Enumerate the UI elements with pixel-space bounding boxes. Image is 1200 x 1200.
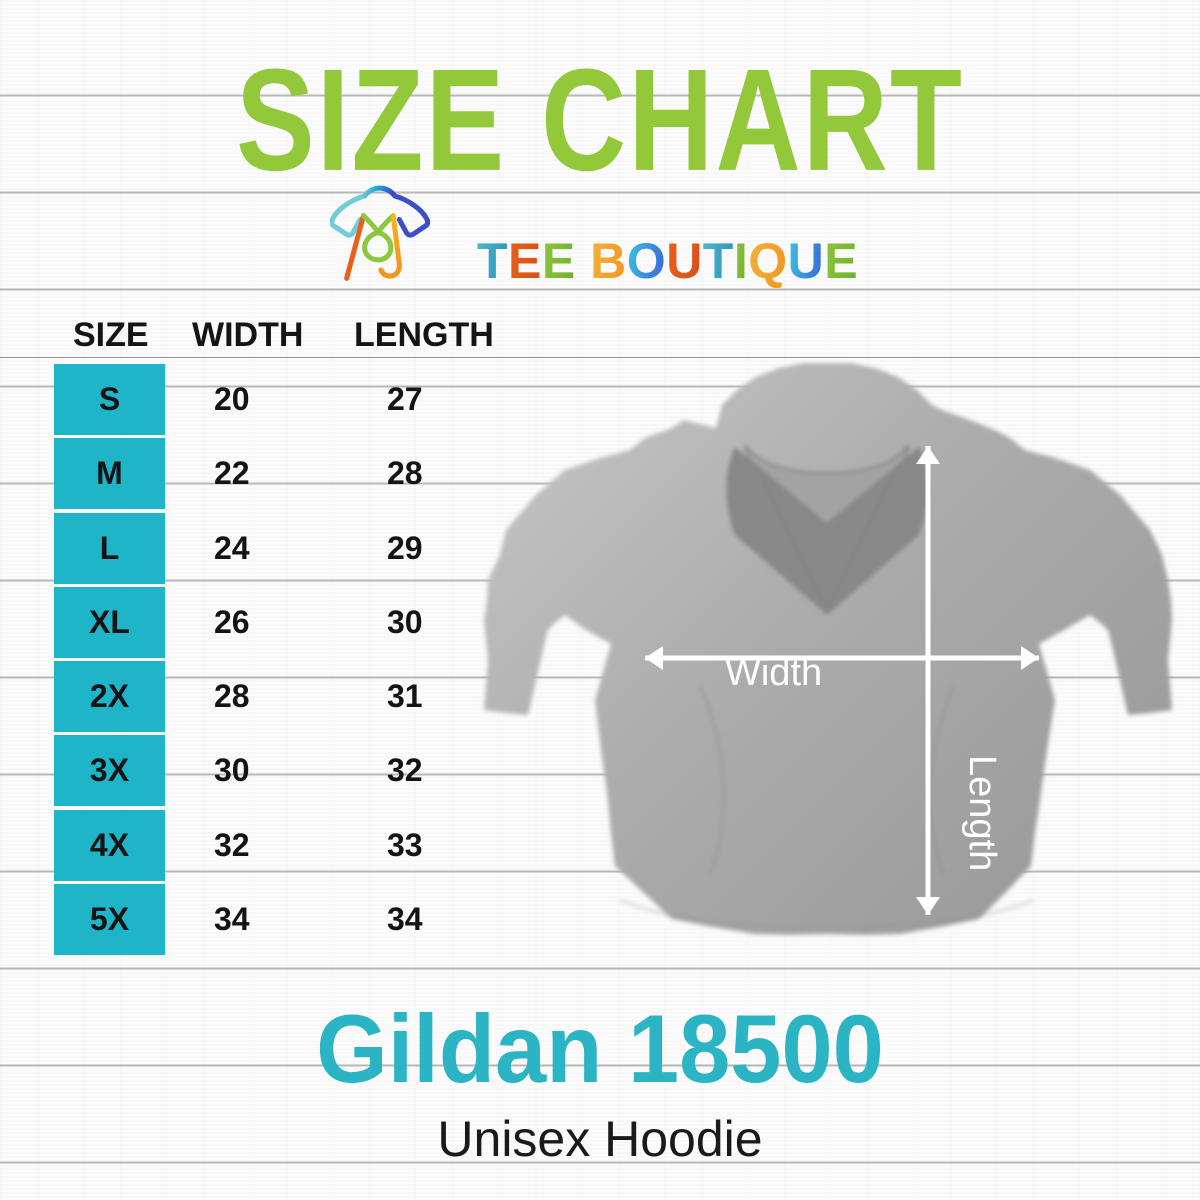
svg-text:Width: Width bbox=[725, 652, 822, 694]
svg-text:Length: Length bbox=[961, 755, 1003, 871]
